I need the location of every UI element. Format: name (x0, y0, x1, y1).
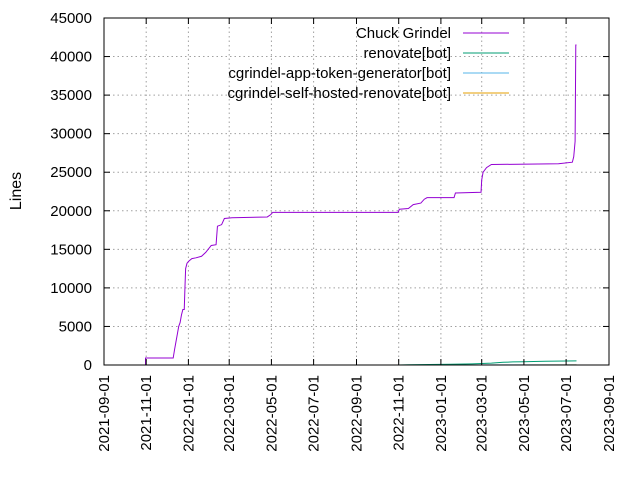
legend-label: Chuck Grindel (356, 25, 451, 42)
axis-ticks: 0 5000 10000 15000 20000 25000 30000 35000 40000… (50, 10, 618, 452)
x-tick-label: 2022-09-01 (349, 375, 366, 452)
x-tick-label: 2023-01-01 (433, 375, 450, 452)
x-tick-label: 2022-05-01 (263, 375, 280, 452)
y-tick-label: 5000 (59, 318, 92, 335)
y-tick-label: 10000 (50, 280, 92, 297)
y-axis-label: Lines (8, 172, 25, 210)
x-tick-label: 2022-11-01 (391, 375, 408, 451)
y-tick-label: 25000 (50, 164, 92, 181)
y-tick-label: 35000 (50, 87, 92, 104)
legend: Chuck Grindel renovate[bot] cgrindel-app-t… (228, 25, 509, 102)
legend-label: cgrindel-self-hosted-renovate[bot] (228, 85, 451, 102)
x-tick-label: 2022-07-01 (306, 375, 323, 452)
y-tick-label: 15000 (50, 241, 92, 258)
series-line-0 (145, 44, 577, 365)
x-tick-label: 2022-03-01 (221, 375, 238, 452)
y-tick-label: 30000 (50, 126, 92, 143)
x-tick-label: 2023-05-01 (516, 375, 533, 452)
grid-lines (104, 18, 609, 365)
x-tick-label: 2023-07-01 (558, 375, 575, 452)
x-tick-label: 2021-09-01 (96, 375, 113, 452)
x-tick-label: 2022-01-01 (180, 375, 197, 452)
y-tick-label: 45000 (50, 10, 92, 27)
legend-label: cgrindel-app-token-generator[bot] (228, 65, 451, 82)
y-tick-label: 40000 (50, 49, 92, 66)
x-tick-label: 2021-11-01 (138, 375, 155, 451)
y-tick-label: 20000 (50, 203, 92, 220)
legend-label: renovate[bot] (363, 45, 451, 62)
x-tick-label: 2023-03-01 (474, 375, 491, 452)
y-tick-label: 0 (84, 357, 92, 374)
x-tick-label: 2023-09-01 (601, 375, 618, 452)
